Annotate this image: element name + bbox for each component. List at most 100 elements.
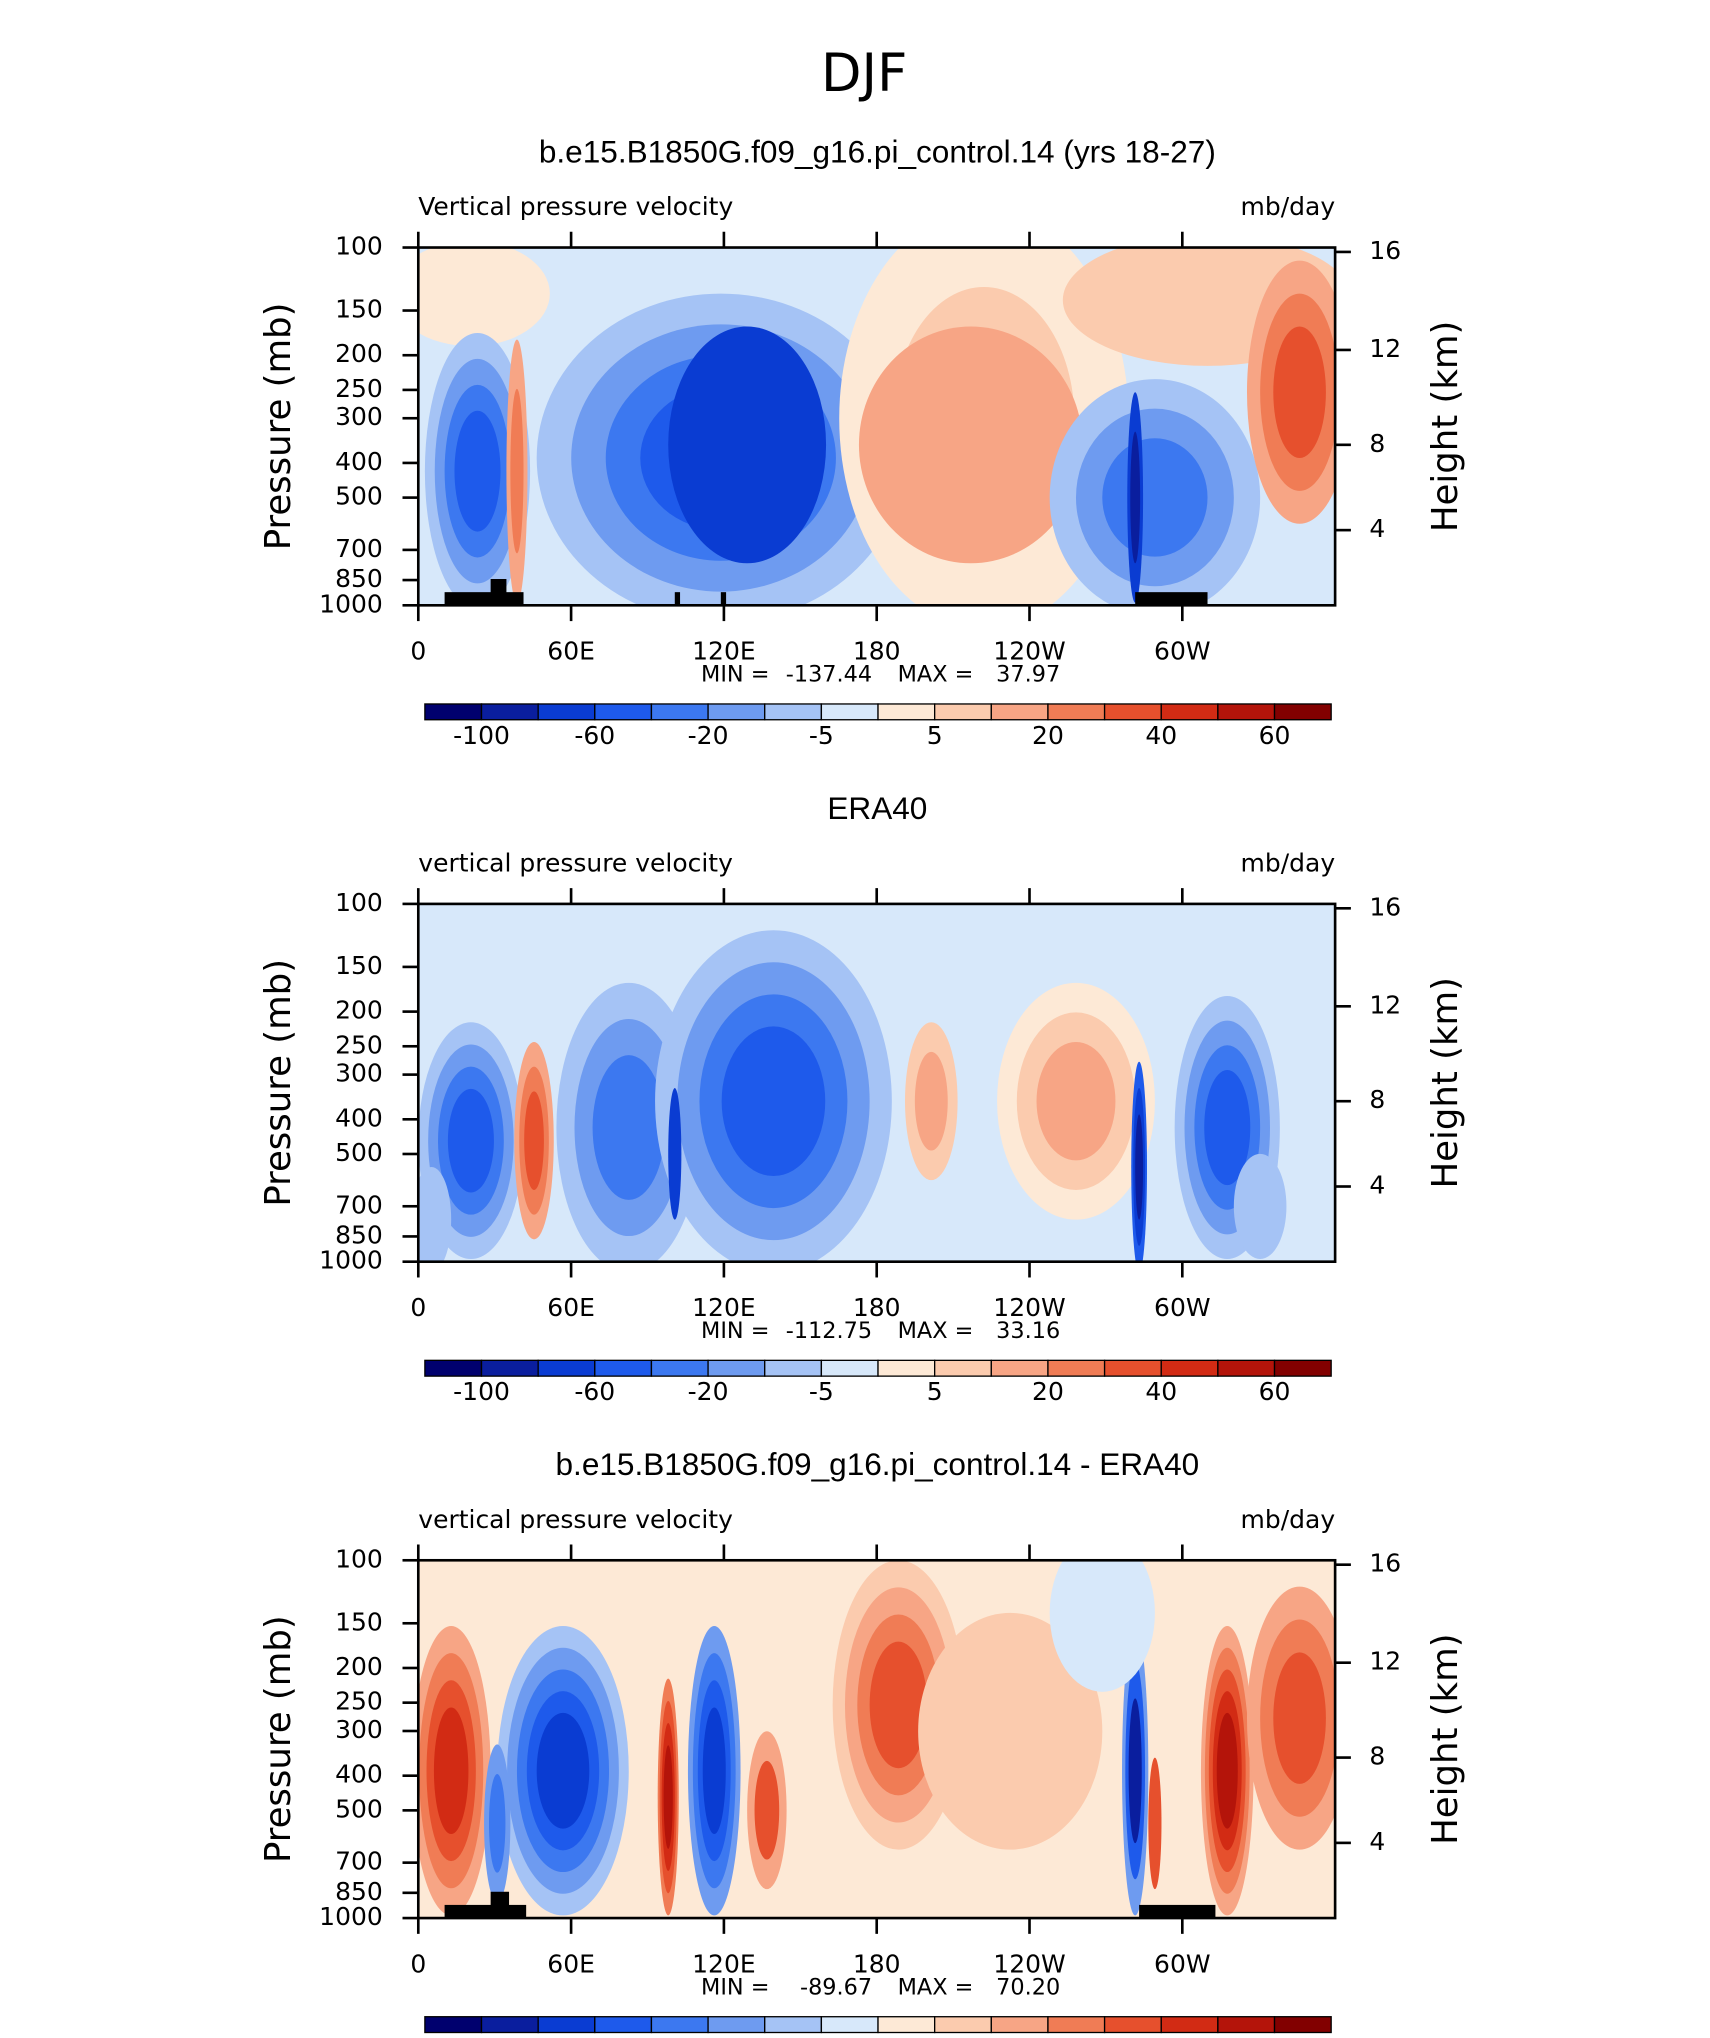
max-value: 33.16 xyxy=(996,1318,1060,1344)
colorbar-label: -20 xyxy=(631,2034,672,2038)
contour-region xyxy=(663,1745,673,1849)
y-tick-label: 700 xyxy=(335,1847,383,1876)
contour-region xyxy=(1233,1153,1287,1260)
min-value: -89.67 xyxy=(800,1974,872,2000)
min-value: -112.75 xyxy=(786,1318,872,1344)
contour-region xyxy=(1273,1652,1326,1784)
contour-field xyxy=(418,247,1336,606)
contour-region xyxy=(1130,431,1141,564)
colorbar-label: 5 xyxy=(927,721,943,750)
x-tick-label: 120E xyxy=(692,1949,755,1978)
y-tick-label: 200 xyxy=(335,339,383,368)
y-tick-label: 200 xyxy=(335,1652,383,1681)
colorbar-label: -100 xyxy=(453,1377,510,1406)
colorbar-box xyxy=(764,1359,823,1377)
colorbar-label: -10 xyxy=(744,2034,785,2038)
x-tick-label: 0 xyxy=(410,1949,426,1978)
x-tick-label: 60W xyxy=(1154,1293,1211,1322)
x-tick-label: 180 xyxy=(853,637,901,666)
panel: ERA40 vertical pressure velocity mb/day 0 60… xyxy=(258,790,1466,1406)
colorbar-box xyxy=(594,703,653,721)
figure-title: DJF xyxy=(821,43,907,104)
colorbar-box xyxy=(990,2016,1049,2034)
y2-tick-label: 8 xyxy=(1369,429,1385,458)
colorbar-box xyxy=(1103,1359,1162,1377)
topography xyxy=(674,592,681,606)
max-value: 37.97 xyxy=(996,662,1060,688)
colorbar-box xyxy=(934,703,992,721)
y2-axis-label: Height (km) xyxy=(1425,1633,1466,1844)
colorbar-box xyxy=(1047,1359,1106,1377)
y-tick-label: 300 xyxy=(335,1715,383,1744)
colorbar-box xyxy=(537,1359,596,1377)
y-tick-label: 300 xyxy=(335,402,383,431)
colorbar-box xyxy=(764,703,823,721)
colorbar-box xyxy=(1273,1359,1332,1377)
min-label: MIN = xyxy=(701,1318,769,1344)
colorbar-label: -100 xyxy=(453,721,510,750)
contour-region xyxy=(668,1088,682,1220)
x-tick-label: 120W xyxy=(993,1293,1065,1322)
colorbar-box xyxy=(820,703,879,721)
colorbar-label: 40 xyxy=(1202,2034,1234,2038)
x-tick-label: 180 xyxy=(853,1949,901,1978)
y-tick-label: 400 xyxy=(335,447,383,476)
topography xyxy=(444,1904,527,1919)
colorbar-box xyxy=(1103,2016,1162,2034)
colorbar-label: 60 xyxy=(1259,721,1291,750)
colorbar-label: -50 xyxy=(461,2034,502,2038)
colorbar-box xyxy=(990,703,1049,721)
colorbar-box xyxy=(1160,703,1219,721)
colorbar-box xyxy=(934,2016,992,2034)
colorbar-box xyxy=(1160,2016,1219,2034)
contour-region xyxy=(524,1091,544,1190)
y-tick-label: 300 xyxy=(335,1059,383,1088)
contour-region xyxy=(668,326,827,564)
max-label: MAX = xyxy=(898,1974,974,2000)
max-label: MAX = xyxy=(898,662,974,688)
colorbar-box xyxy=(707,1359,766,1377)
colorbar-box xyxy=(480,703,539,721)
x-tick-label: 180 xyxy=(853,1293,901,1322)
colorbar-box xyxy=(707,2016,766,2034)
y-tick-label: 850 xyxy=(335,564,383,593)
colorbar-box xyxy=(650,703,709,721)
contour-region xyxy=(536,1712,590,1829)
colorbar-box xyxy=(650,1359,709,1377)
colorbar-label: -60 xyxy=(574,721,615,750)
y2-axis-label: Height (km) xyxy=(1425,977,1466,1188)
min-label: MIN = xyxy=(701,1974,769,2000)
contour-region xyxy=(447,1088,494,1193)
contour-region xyxy=(418,247,550,347)
colorbar-label: 15 xyxy=(1032,2034,1064,2038)
colorbar-box xyxy=(707,703,766,721)
colorbar-label: 5 xyxy=(927,1377,943,1406)
min-label: MIN = xyxy=(701,662,769,688)
field-label: Vertical pressure velocity xyxy=(418,192,733,221)
y-tick-label: 1000 xyxy=(319,589,383,618)
colorbar-label: 40 xyxy=(1145,721,1177,750)
colorbar-label: -30 xyxy=(574,2034,615,2038)
units-label: mb/day xyxy=(1241,192,1336,221)
x-tick-label: 60W xyxy=(1154,1949,1211,1978)
contour-region xyxy=(914,1051,948,1151)
contour-region xyxy=(510,388,524,554)
max-value: 70.20 xyxy=(996,1974,1060,2000)
contour-region xyxy=(918,1612,1103,1850)
contour-field xyxy=(418,903,1336,1262)
y-tick-label: 250 xyxy=(335,1687,383,1716)
y-tick-label: 850 xyxy=(335,1220,383,1249)
contour-field xyxy=(418,1560,1336,1919)
y-tick-label: 200 xyxy=(335,996,383,1025)
y-tick-label: 1000 xyxy=(319,1902,383,1931)
colorbar-box xyxy=(537,703,596,721)
y-tick-label: 150 xyxy=(335,1607,383,1636)
contour-region xyxy=(1216,1712,1238,1829)
panel-title: b.e15.B1850G.f09_g16.pi_control.14 - ERA… xyxy=(556,1446,1200,1482)
colorbar-label: -60 xyxy=(574,1377,615,1406)
contour-region xyxy=(721,1026,826,1177)
colorbar-label: -5 xyxy=(809,1377,834,1406)
colorbar-label: 10 xyxy=(975,2034,1007,2038)
y-axis-label: Pressure (mb) xyxy=(258,303,299,551)
